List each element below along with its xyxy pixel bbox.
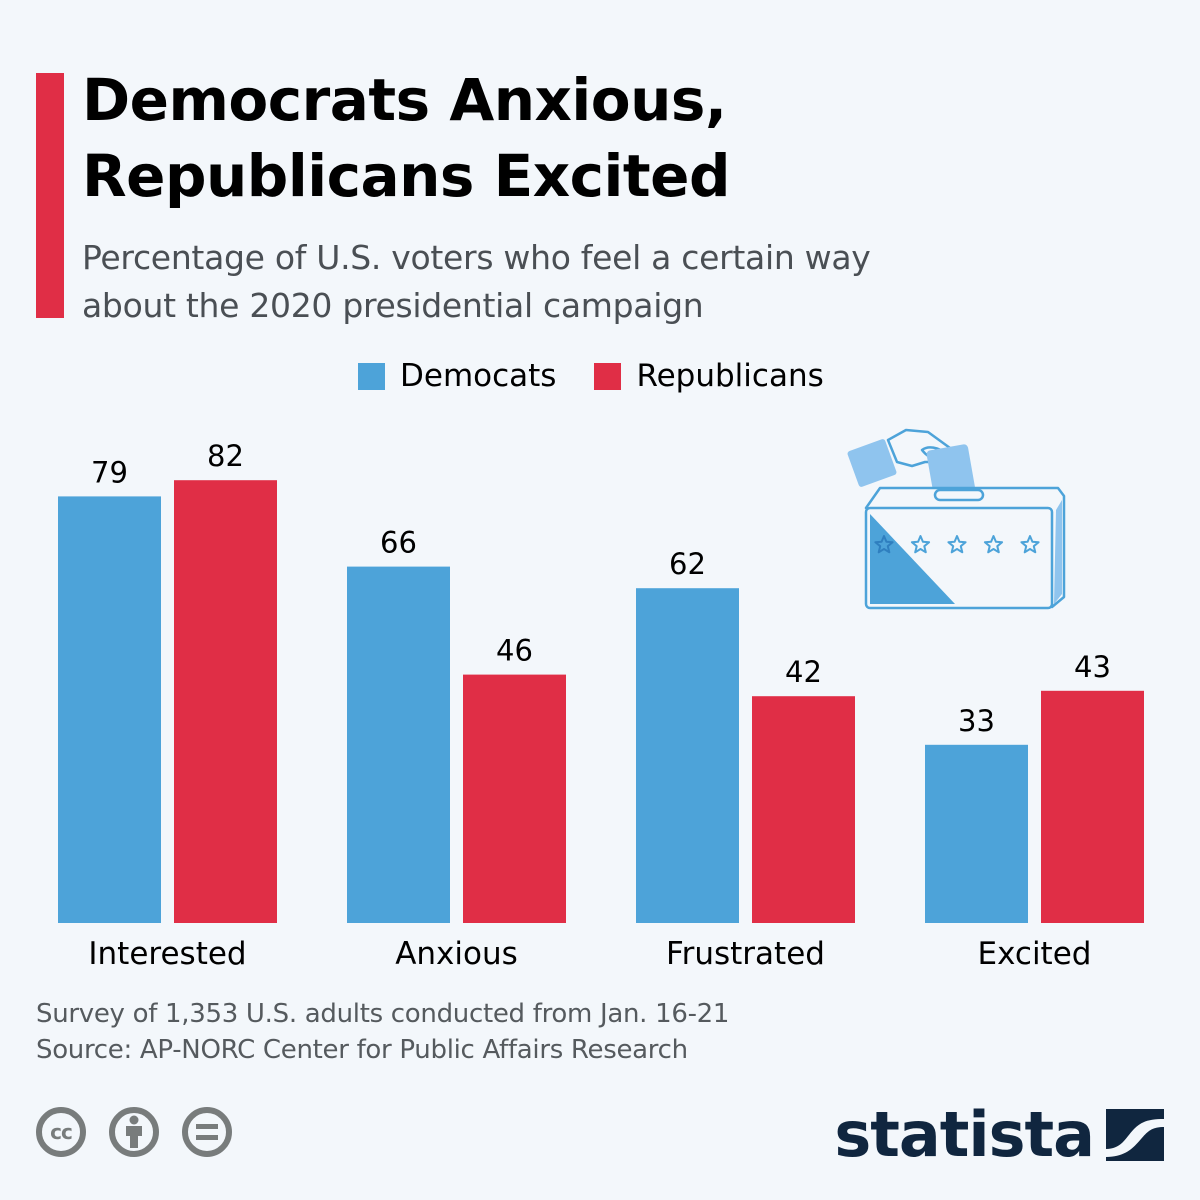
bar-frustrated-republicans	[752, 696, 855, 923]
subtitle-line-2: about the 2020 presidential campaign	[82, 286, 704, 325]
legend-label-republicans: Republicans	[636, 358, 824, 394]
bar-frustrated-democats	[636, 588, 739, 923]
title-line-1: Democrats Anxious,	[82, 66, 727, 134]
legend-swatch-democrats	[358, 362, 385, 390]
box-side-shade-icon	[1054, 500, 1062, 604]
value-label-frustrated-republicans: 42	[785, 655, 822, 689]
value-labels-group: 79 82 66 46 62 42 33 43	[91, 439, 1111, 738]
value-label-interested-republicans: 82	[207, 439, 244, 473]
value-label-excited-democats: 33	[958, 704, 995, 738]
box-shade-icon	[870, 514, 955, 604]
value-label-frustrated-democats: 62	[669, 547, 706, 581]
ballot-box-icon	[847, 428, 1066, 610]
star-icon	[983, 535, 1004, 554]
accent-bar	[36, 73, 64, 318]
statista-logo-icon	[1106, 1109, 1164, 1161]
person-icon	[126, 1115, 142, 1148]
source-link[interactable]: Source: AP-NORC Center for Public Affair…	[36, 1035, 688, 1065]
equals-icon	[196, 1124, 218, 1140]
category-label-anxious: Anxious	[395, 936, 518, 972]
category-label-interested: Interested	[88, 936, 246, 972]
value-label-anxious-republicans: 46	[496, 634, 533, 668]
value-label-anxious-democats: 66	[380, 526, 417, 560]
bars-group	[58, 480, 1144, 923]
ballot-card-icon	[926, 444, 976, 500]
legend-item-democrats: Democats	[358, 358, 556, 394]
category-label-frustrated: Frustrated	[666, 936, 825, 972]
category-label-excited: Excited	[978, 936, 1092, 972]
bar-excited-republicans	[1041, 690, 1144, 923]
chart-subtitle: Percentage of U.S. voters who feel a cer…	[82, 234, 1082, 330]
title-line-2: Republicans Excited	[82, 142, 730, 210]
legend: Democats Republicans	[358, 358, 862, 394]
star-icon	[910, 535, 931, 554]
bar-anxious-republicans	[463, 674, 566, 923]
bar-interested-democats	[58, 496, 161, 923]
subtitle-line-1: Percentage of U.S. voters who feel a cer…	[82, 238, 871, 277]
logo-text: statista	[834, 1098, 1095, 1171]
no-derivatives-icon[interactable]	[182, 1107, 232, 1157]
statista-logo[interactable]: statista	[834, 1100, 1164, 1170]
bar-chart: 79 82 66 46 62 42 33 43 Interested Anxious Frustr…	[58, 428, 1144, 972]
attribution-icon[interactable]	[109, 1107, 159, 1157]
category-labels-group: Interested Anxious Frustrated Excited	[88, 936, 1091, 972]
ballot-paper-icon	[847, 439, 897, 487]
box-slot-icon	[933, 488, 985, 502]
legend-item-republicans: Republicans	[594, 358, 824, 394]
legend-label-democrats: Democats	[400, 358, 557, 394]
bar-excited-democats	[925, 744, 1028, 923]
chart-title: Democrats Anxious, Republicans Excited	[82, 62, 730, 214]
cc-label: cc	[50, 1120, 73, 1144]
bar-anxious-democats	[347, 566, 450, 923]
star-icon	[947, 535, 967, 554]
legend-swatch-republicans	[594, 362, 622, 390]
value-label-excited-republicans: 43	[1074, 650, 1111, 684]
star-icon	[1020, 535, 1040, 554]
value-label-interested-democats: 79	[91, 455, 128, 489]
bar-interested-republicans	[174, 480, 277, 923]
stars-group	[874, 535, 1040, 554]
star-icon	[874, 535, 894, 554]
survey-note: Survey of 1,353 U.S. adults conducted fr…	[36, 999, 730, 1029]
cc-icon[interactable]: cc	[36, 1107, 86, 1157]
source-note: Survey of 1,353 U.S. adults conducted fr…	[36, 996, 729, 1068]
